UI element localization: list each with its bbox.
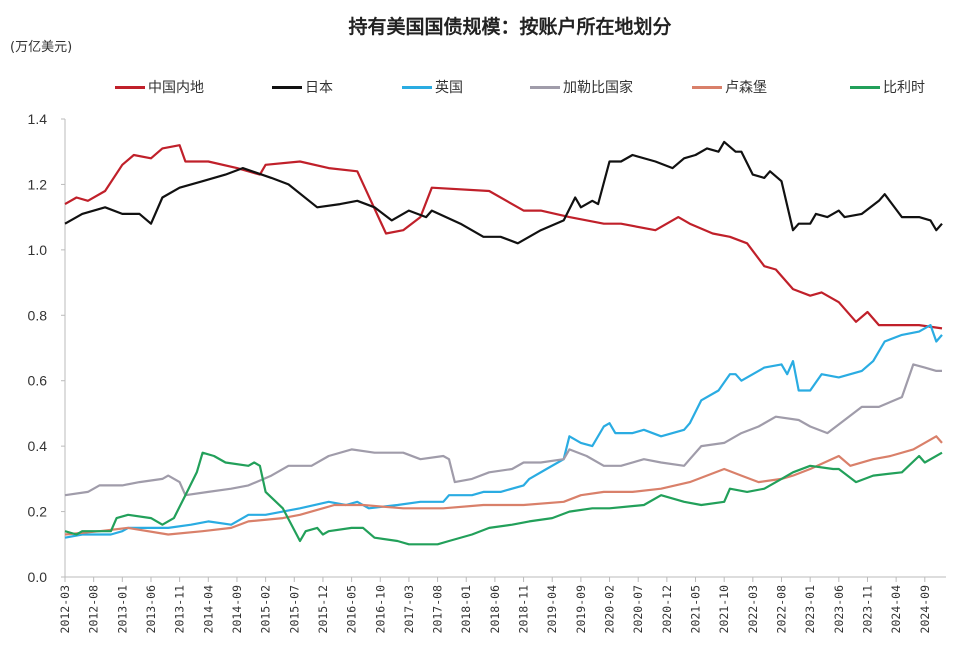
y-tick-label: 1.0 <box>28 242 48 258</box>
y-tick-label: 0.8 <box>28 307 48 323</box>
legend: 中国内地 日本 英国 加勒比国家 卢森堡 比利时 <box>0 77 960 97</box>
y-tick-label: 1.4 <box>28 111 48 127</box>
x-tick-label: 2021-10 <box>717 585 731 634</box>
x-tick-label: 2023-11 <box>860 585 874 634</box>
x-tick-label: 2018-01 <box>459 585 473 634</box>
x-tick-label: 2014-09 <box>230 585 244 634</box>
legend-swatch <box>115 85 145 89</box>
series-line-6 <box>64 451 943 546</box>
x-tick-label: 2016-10 <box>373 585 387 634</box>
legend-label: 比利时 <box>883 80 925 96</box>
x-tick-label: 2017-03 <box>402 585 416 634</box>
x-tick-label: 2022-08 <box>775 585 789 634</box>
x-tick-label: 2013-01 <box>115 585 129 634</box>
legend-label: 中国内地 <box>148 80 204 96</box>
legend-swatch <box>272 85 302 89</box>
legend-item: 中国内地 <box>115 77 204 97</box>
x-tick-label: 2015-07 <box>287 585 301 634</box>
legend-label: 英国 <box>435 80 463 96</box>
x-tick-label: 2022-03 <box>746 585 760 634</box>
y-tick-label: 1.2 <box>28 176 48 192</box>
x-tick-label: 2024-04 <box>889 585 903 634</box>
legend-swatch <box>850 85 880 89</box>
x-tick-label: 2020-12 <box>660 585 674 633</box>
legend-label: 卢森堡 <box>725 80 767 96</box>
legend-item: 加勒比国家 <box>530 77 633 97</box>
x-tick-label: 2020-02 <box>603 585 617 633</box>
x-tick-label: 2014-04 <box>201 585 215 634</box>
chart-title: 持有美国国债规模：按账户所在地划分 <box>348 16 672 38</box>
series-line-4 <box>64 363 942 497</box>
legend-swatch <box>402 85 432 89</box>
y-tick-label: 0.2 <box>28 504 48 520</box>
series-line-3 <box>64 324 943 539</box>
series-line-5 <box>64 435 943 536</box>
x-tick-label: 2023-06 <box>832 585 846 634</box>
y-tick-label: 0.6 <box>28 373 48 389</box>
legend-swatch <box>530 85 560 89</box>
legend-item: 英国 <box>402 77 463 97</box>
x-tick-label: 2012-08 <box>87 585 101 634</box>
legend-item: 日本 <box>272 77 333 97</box>
x-tick-label: 2024-09 <box>918 585 932 634</box>
unit-label: (万亿美元) <box>10 40 73 55</box>
y-tick-label: 0.0 <box>28 569 48 585</box>
series-line-2 <box>64 140 943 245</box>
x-tick-label: 2019-09 <box>574 585 588 634</box>
x-tick-label: 2020-07 <box>631 585 645 634</box>
legend-item: 卢森堡 <box>692 77 767 97</box>
x-tick-label: 2023-01 <box>803 585 817 634</box>
legend-label: 加勒比国家 <box>563 80 633 96</box>
x-tick-label: 2018-06 <box>488 585 502 634</box>
x-tick-label: 2013-11 <box>173 585 187 634</box>
x-tick-label: 2018-11 <box>517 585 531 634</box>
x-tick-label: 2017-08 <box>431 585 445 634</box>
series-line-1 <box>64 144 943 330</box>
x-tick-label: 2016-05 <box>345 585 359 633</box>
x-tick-label: 2021-05 <box>689 585 703 633</box>
y-tick-label: 0.4 <box>28 438 48 454</box>
legend-item: 比利时 <box>850 77 925 97</box>
x-tick-label: 2015-02 <box>259 585 273 633</box>
legend-label: 日本 <box>305 80 333 96</box>
x-tick-label: 2012-03 <box>58 585 72 634</box>
x-tick-label: 2015-12 <box>316 585 330 633</box>
legend-swatch <box>692 85 722 89</box>
x-tick-label: 2019-04 <box>545 585 559 634</box>
x-tick-label: 2013-06 <box>144 585 158 634</box>
